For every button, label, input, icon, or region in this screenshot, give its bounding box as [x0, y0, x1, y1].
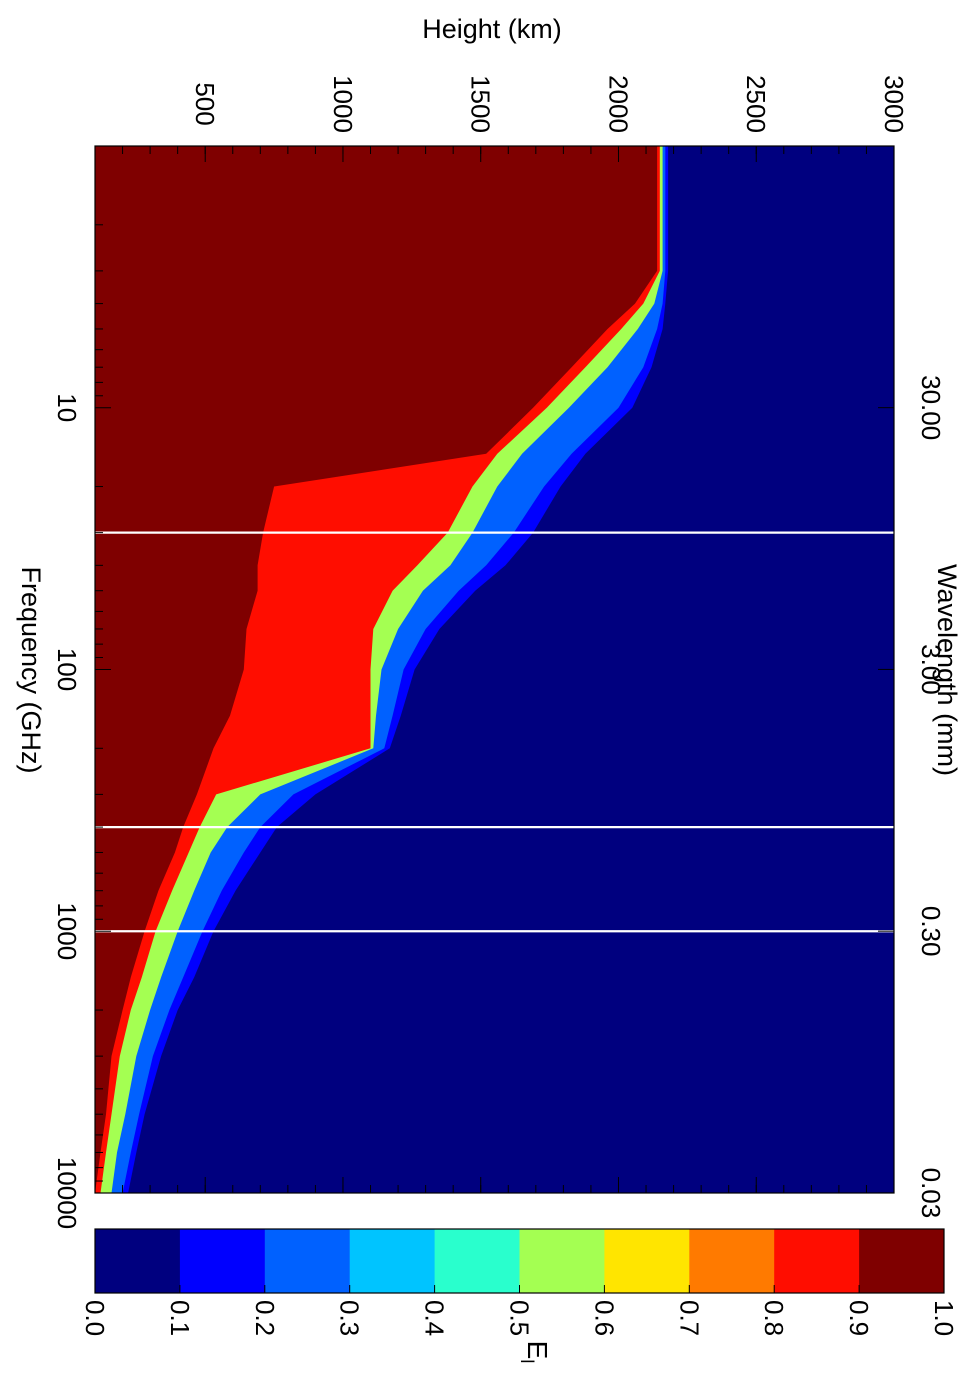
colorbar-tick-label: 0.9	[844, 1300, 874, 1336]
colorbar-band-3	[349, 1229, 436, 1293]
colorbar-band-1	[179, 1229, 266, 1293]
axes: 10 100 1000 10000 30.00 3.00 0.30 0.03 500 1000 15…	[52, 75, 946, 1229]
colorbar-tick-label: 0.3	[335, 1300, 365, 1336]
wavelength-tick-label: 30.00	[916, 375, 946, 440]
svg-text:El: El	[517, 1341, 553, 1364]
height-tick-label: 2500	[741, 75, 771, 133]
height-tick-label: 1000	[328, 75, 358, 133]
freq-tick-label: 10	[52, 393, 82, 422]
colorbar-title-main: E	[522, 1341, 553, 1360]
freq-tick-label: 100	[52, 648, 82, 691]
colorbar-band-2	[264, 1229, 351, 1293]
colorbar: 0.0 0.1 0.2 0.3 0.4 0.5 0.6 0.7 0.8 0.9 1.0	[80, 1228, 959, 1336]
contour-fills	[95, 146, 669, 1193]
colorbar-tick-label: 0.4	[420, 1300, 450, 1336]
x2-axis-title: Wavelength (mm)	[932, 564, 962, 776]
wavelength-tick-label: 0.30	[916, 906, 946, 957]
freq-tick-label: 1000	[52, 902, 82, 960]
colorbar-tick-label: 0.6	[589, 1300, 619, 1336]
colorbar-band-9	[859, 1229, 945, 1293]
colorbar-band-7	[689, 1229, 775, 1293]
contour-region-0.9	[95, 146, 658, 1193]
colorbar-title: El	[517, 1341, 553, 1364]
colorbar-tick-label: 0.7	[674, 1300, 704, 1336]
colorbar-tick-label: 0.1	[165, 1300, 195, 1336]
freq-tick-label: 10000	[52, 1157, 82, 1229]
x-axis-title: Frequency (GHz)	[16, 566, 46, 773]
wavelength-tick-label: 3.00	[916, 644, 946, 695]
height-tick-label: 1500	[466, 75, 496, 133]
height-tick-label: 500	[190, 82, 220, 125]
colorbar-band-5	[519, 1229, 605, 1293]
wavelength-tick-label: 0.03	[916, 1168, 946, 1219]
colorbar-tick-label: 0.8	[759, 1300, 789, 1336]
colorbar-band-0	[95, 1229, 181, 1293]
plot-area	[94, 145, 895, 1194]
vertical-lines	[95, 531, 894, 933]
colorbar-title-sub: l	[517, 1359, 537, 1363]
colorbar-band-8	[774, 1229, 860, 1293]
colorbar-tick-label: 0.2	[250, 1300, 280, 1336]
colorbar-tick-label: 0.5	[505, 1300, 535, 1336]
colorbar-tick-label: 0.0	[80, 1300, 110, 1336]
height-tick-label: 3000	[879, 75, 909, 133]
height-tick-label: 2000	[603, 75, 633, 133]
colorbar-tick-label: 1.0	[929, 1300, 959, 1336]
y-axis-title: Height (km)	[422, 14, 562, 44]
colorbar-band-6	[604, 1229, 690, 1293]
colorbar-band-4	[434, 1229, 520, 1293]
